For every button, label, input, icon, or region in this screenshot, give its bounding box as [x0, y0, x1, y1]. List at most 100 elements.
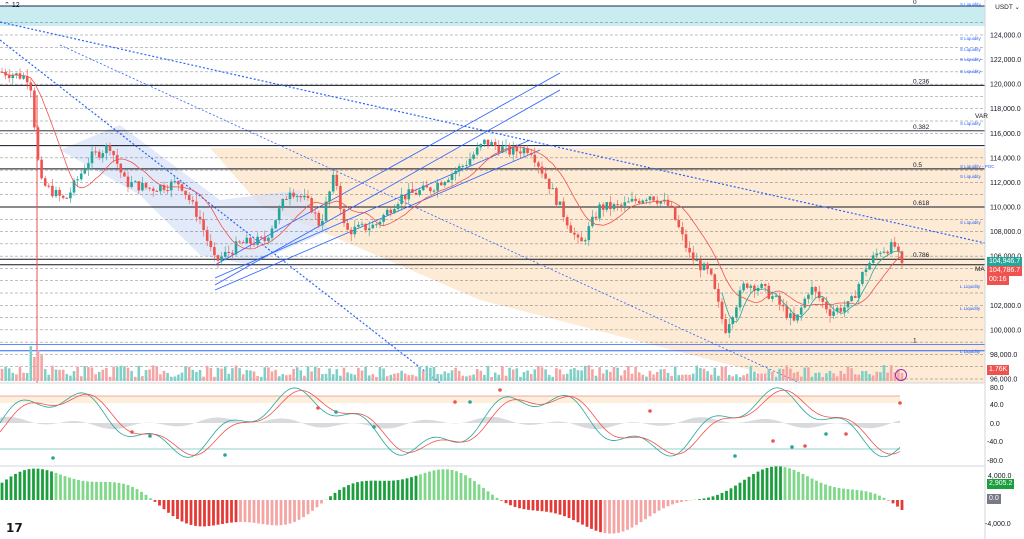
- volume-bar: [277, 376, 281, 381]
- candle-up: [443, 182, 447, 186]
- volume-bar: [706, 371, 709, 381]
- volume-bar: [155, 366, 159, 381]
- volume-bar: [504, 375, 508, 381]
- volume-bar: [450, 370, 454, 381]
- volume-bar: [828, 370, 832, 381]
- macd-bar: [234, 500, 238, 523]
- volume-bar: [529, 374, 533, 381]
- volume-bar: [339, 375, 342, 381]
- macd-bar: [68, 477, 71, 500]
- candle-down: [180, 184, 184, 191]
- candle-up: [169, 181, 173, 191]
- candle-down: [666, 199, 670, 206]
- volume-bar: [652, 374, 655, 381]
- volume-bar: [4, 366, 7, 381]
- price-axis[interactable]: 124,000.0 122,000.0 120,000.0 118,000.0 116,…: [990, 33, 1021, 384]
- macd-bar: [590, 500, 593, 529]
- volume-bar: [256, 375, 259, 381]
- candle-up: [321, 220, 324, 226]
- fib-lines: [0, 5, 985, 352]
- liquidity-label: S Liquidity: [960, 2, 982, 7]
- volume-bar: [97, 371, 101, 381]
- volume-bar: [173, 376, 177, 381]
- macd-bar: [194, 500, 197, 526]
- volume-bar: [324, 373, 328, 381]
- candle-down: [429, 187, 432, 192]
- fib-label: 0.618: [913, 200, 930, 207]
- volume-bar: [299, 370, 303, 381]
- fib-label: 1: [913, 338, 917, 345]
- candle-up: [90, 151, 94, 164]
- macd-bar: [378, 480, 382, 500]
- candle-down: [144, 183, 148, 188]
- candle-up: [130, 182, 133, 187]
- candle-down: [706, 263, 709, 270]
- symbol-badge[interactable]: ⌃ 12: [4, 1, 20, 9]
- volume-bar: [198, 370, 202, 381]
- candle-up: [432, 190, 436, 192]
- macd-bar: [261, 500, 265, 525]
- candle-up: [407, 189, 411, 200]
- trendline-mid: [0, 39, 441, 384]
- candle-down: [900, 251, 904, 264]
- candle-down: [97, 151, 101, 158]
- candle-down: [36, 127, 40, 160]
- macd-bar: [810, 478, 814, 500]
- volume-bar: [497, 374, 501, 381]
- volume-bar: [360, 370, 364, 381]
- volume-bar: [835, 376, 839, 381]
- volume-bar: [526, 370, 529, 381]
- volume-bar: [583, 365, 587, 381]
- candle-down: [853, 296, 857, 298]
- volume-bar: [537, 365, 540, 381]
- macd-bar: [900, 500, 904, 510]
- candle-up: [591, 216, 594, 227]
- volume-bar: [612, 367, 616, 381]
- candle-down: [537, 162, 540, 167]
- price-tick: 118,000.0: [990, 106, 1021, 113]
- volume-bar: [40, 355, 43, 381]
- fib-label: 0.786: [913, 252, 930, 259]
- candle-down: [313, 212, 317, 214]
- volume-bar: [522, 372, 526, 381]
- stoch-dot: [898, 401, 902, 405]
- candle-up: [558, 201, 562, 205]
- macd-bar: [504, 500, 508, 504]
- volume-bar: [511, 369, 515, 381]
- volume-bar: [879, 372, 882, 381]
- volume-bar: [252, 371, 256, 381]
- macd-zero-tag: 0.0: [987, 494, 1001, 504]
- volume-bar: [493, 372, 497, 381]
- macd-bar: [311, 500, 314, 511]
- candle-up: [501, 146, 504, 153]
- volume-bar: [195, 371, 198, 381]
- volume-bar: [439, 374, 443, 381]
- candle-up: [360, 223, 364, 225]
- candle-down: [670, 205, 673, 207]
- macd-bar: [842, 488, 845, 500]
- macd-bar: [716, 494, 719, 500]
- candle-down: [519, 151, 522, 154]
- macd-bar: [783, 467, 787, 500]
- candle-down: [47, 185, 51, 187]
- alert-circle-icon[interactable]: [895, 369, 907, 381]
- volume-bar: [331, 374, 335, 381]
- macd-bar: [531, 500, 535, 511]
- volume-bar: [177, 374, 180, 381]
- volume-bar: [425, 365, 429, 381]
- candle-down: [652, 196, 655, 201]
- volume-bar: [479, 370, 483, 381]
- currency-selector[interactable]: USDT ⌄: [995, 3, 1020, 11]
- candle-up: [857, 283, 861, 298]
- candle-down: [655, 200, 659, 204]
- volume-bar: [313, 366, 317, 381]
- candle-down: [40, 159, 43, 179]
- volume-bar: [79, 376, 83, 381]
- fib-label: 0.236: [913, 78, 930, 85]
- macd-bar: [743, 479, 746, 500]
- stoch-overbought-zone: [0, 396, 900, 403]
- volume-bar: [472, 374, 475, 381]
- macd-bar: [500, 500, 503, 501]
- macd-bar: [401, 479, 404, 500]
